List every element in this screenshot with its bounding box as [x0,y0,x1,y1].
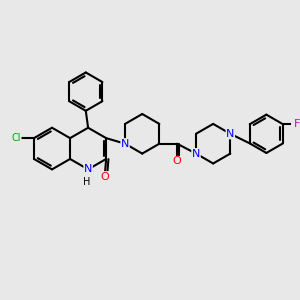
Text: O: O [173,156,182,167]
Text: Cl: Cl [11,133,21,143]
Text: N: N [192,148,200,159]
Text: O: O [100,172,109,182]
Text: N: N [84,164,92,174]
Text: N: N [121,139,129,149]
Text: N: N [226,129,235,139]
Text: H: H [83,177,90,187]
Text: F: F [294,119,300,129]
